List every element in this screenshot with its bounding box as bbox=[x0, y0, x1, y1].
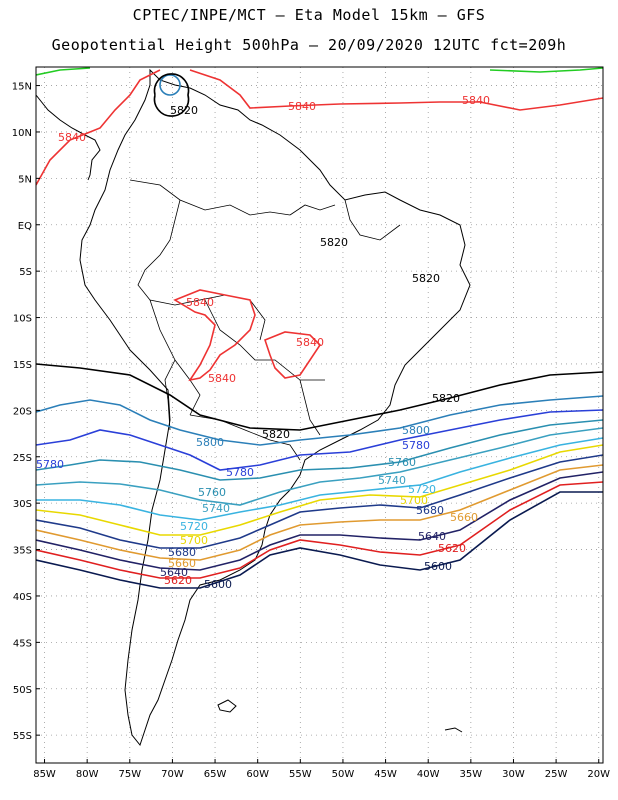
lon-tick-label: 20W bbox=[587, 769, 610, 780]
label-5600: 5600 bbox=[424, 560, 452, 573]
label-5660: 5660 bbox=[450, 511, 478, 524]
contour-5820 bbox=[36, 363, 603, 431]
lat-tick-label: 30S bbox=[13, 499, 32, 510]
lat-tick-label: 35S bbox=[13, 546, 32, 557]
contour-5660 bbox=[36, 464, 603, 561]
title-line-1: CPTEC/INPE/MCT – Eta Model 15km – GFS bbox=[132, 6, 486, 24]
contour-lines bbox=[36, 67, 603, 589]
label-5800: 5800 bbox=[402, 424, 430, 437]
label-5720: 5720 bbox=[408, 483, 436, 496]
lat-tick-label: 50S bbox=[13, 685, 32, 696]
coastlines bbox=[36, 68, 471, 747]
contour-5600 bbox=[36, 491, 603, 589]
lat-tick-label: 55S bbox=[13, 731, 32, 742]
lon-tick-label: 50W bbox=[332, 769, 355, 780]
lon-tick-label: 65W bbox=[204, 769, 227, 780]
contour-5760 bbox=[36, 419, 603, 481]
contour-labels: 5840 5840 5840 5840 5840 5840 5820 5820 … bbox=[36, 94, 490, 591]
contour-5800 bbox=[36, 395, 603, 446]
lon-tick-label: 45W bbox=[374, 769, 397, 780]
label-5700: 5700 bbox=[400, 494, 428, 507]
contour-5840-island bbox=[159, 74, 181, 96]
label-5680: 5680 bbox=[416, 504, 444, 517]
south-georgia bbox=[444, 727, 463, 733]
lat-tick-label: 15N bbox=[12, 82, 32, 93]
lon-tick-label: 85W bbox=[33, 769, 56, 780]
label-5840: 5840 bbox=[296, 336, 324, 349]
label-5840: 5840 bbox=[208, 372, 236, 385]
label-5660: 5660 bbox=[168, 557, 196, 570]
label-5740: 5740 bbox=[202, 502, 230, 515]
label-5820: 5820 bbox=[412, 272, 440, 285]
label-5840: 5840 bbox=[58, 131, 86, 144]
label-5640: 5640 bbox=[418, 530, 446, 543]
label-5720: 5720 bbox=[180, 520, 208, 533]
lat-tick-label: 20S bbox=[13, 406, 32, 417]
label-5600: 5600 bbox=[204, 578, 232, 591]
lon-tick-label: 40W bbox=[417, 769, 440, 780]
contour-5720 bbox=[36, 437, 603, 521]
lat-tick-label: 10N bbox=[12, 128, 32, 139]
label-5840: 5840 bbox=[186, 296, 214, 309]
lat-tick-label: 15S bbox=[13, 360, 32, 371]
lat-tick-label: 5S bbox=[19, 267, 32, 278]
central-america-coast bbox=[36, 94, 101, 181]
contour-5680 bbox=[36, 454, 603, 549]
lon-tick-label: 30W bbox=[502, 769, 525, 780]
falklands bbox=[217, 699, 237, 713]
lon-tick-label: 70W bbox=[161, 769, 184, 780]
contour-5840-north bbox=[36, 69, 603, 186]
longitude-ticks: 85W 80W 75W 70W 65W 60W 55W 50W 45W 40W 35W 30W 25W 2… bbox=[33, 759, 610, 780]
label-5780: 5780 bbox=[36, 458, 64, 471]
contour-5700 bbox=[36, 444, 603, 536]
label-5820: 5820 bbox=[170, 104, 198, 117]
lat-tick-label: 25S bbox=[13, 453, 32, 464]
contour-5840-bolivia bbox=[173, 289, 256, 382]
label-5680: 5680 bbox=[168, 546, 196, 559]
contour-5620 bbox=[36, 481, 603, 579]
country-borders bbox=[129, 179, 401, 461]
map-frame bbox=[35, 66, 604, 764]
contour-5640 bbox=[36, 471, 603, 571]
south-america-coast bbox=[79, 68, 471, 747]
lon-tick-label: 35W bbox=[460, 769, 483, 780]
label-5640: 5640 bbox=[160, 566, 188, 579]
label-5780: 5780 bbox=[226, 466, 254, 479]
label-5820: 5820 bbox=[320, 236, 348, 249]
label-5780: 5780 bbox=[402, 439, 430, 452]
lon-tick-label: 55W bbox=[289, 769, 312, 780]
lon-tick-label: 80W bbox=[76, 769, 99, 780]
label-5840: 5840 bbox=[462, 94, 490, 107]
label-5620: 5620 bbox=[438, 542, 466, 555]
title-line-2: Geopotential Height 500hPa – 20/09/2020 … bbox=[51, 36, 567, 54]
label-5760: 5760 bbox=[388, 456, 416, 469]
contour-5820-loop bbox=[153, 73, 190, 117]
contour-5740 bbox=[36, 427, 603, 506]
lon-tick-label: 75W bbox=[118, 769, 141, 780]
lon-tick-label: 60W bbox=[246, 769, 269, 780]
lat-tick-label: 10S bbox=[13, 314, 32, 325]
contour-5860 bbox=[36, 67, 603, 76]
lat-tick-label: 40S bbox=[13, 592, 32, 603]
label-5800: 5800 bbox=[196, 436, 224, 449]
lon-tick-label: 25W bbox=[545, 769, 568, 780]
label-5820: 5820 bbox=[262, 428, 290, 441]
lat-tick-label: 45S bbox=[13, 638, 32, 649]
latitude-ticks: 15N 10N 5N EQ 5S 10S 15S 20S 25S 30S 35S 40S 45S 50S 5… bbox=[12, 82, 40, 742]
lat-tick-label: 5N bbox=[18, 174, 32, 185]
label-5740: 5740 bbox=[378, 474, 406, 487]
label-5700: 5700 bbox=[180, 534, 208, 547]
lat-tick-label: EQ bbox=[18, 221, 32, 232]
label-5840: 5840 bbox=[288, 100, 316, 113]
contour-5780 bbox=[36, 409, 603, 471]
contour-5840-brazil bbox=[264, 331, 322, 379]
lat-lon-grid bbox=[36, 67, 603, 763]
label-5820: 5820 bbox=[432, 392, 460, 405]
label-5760: 5760 bbox=[198, 486, 226, 499]
label-5620: 5620 bbox=[164, 574, 192, 587]
